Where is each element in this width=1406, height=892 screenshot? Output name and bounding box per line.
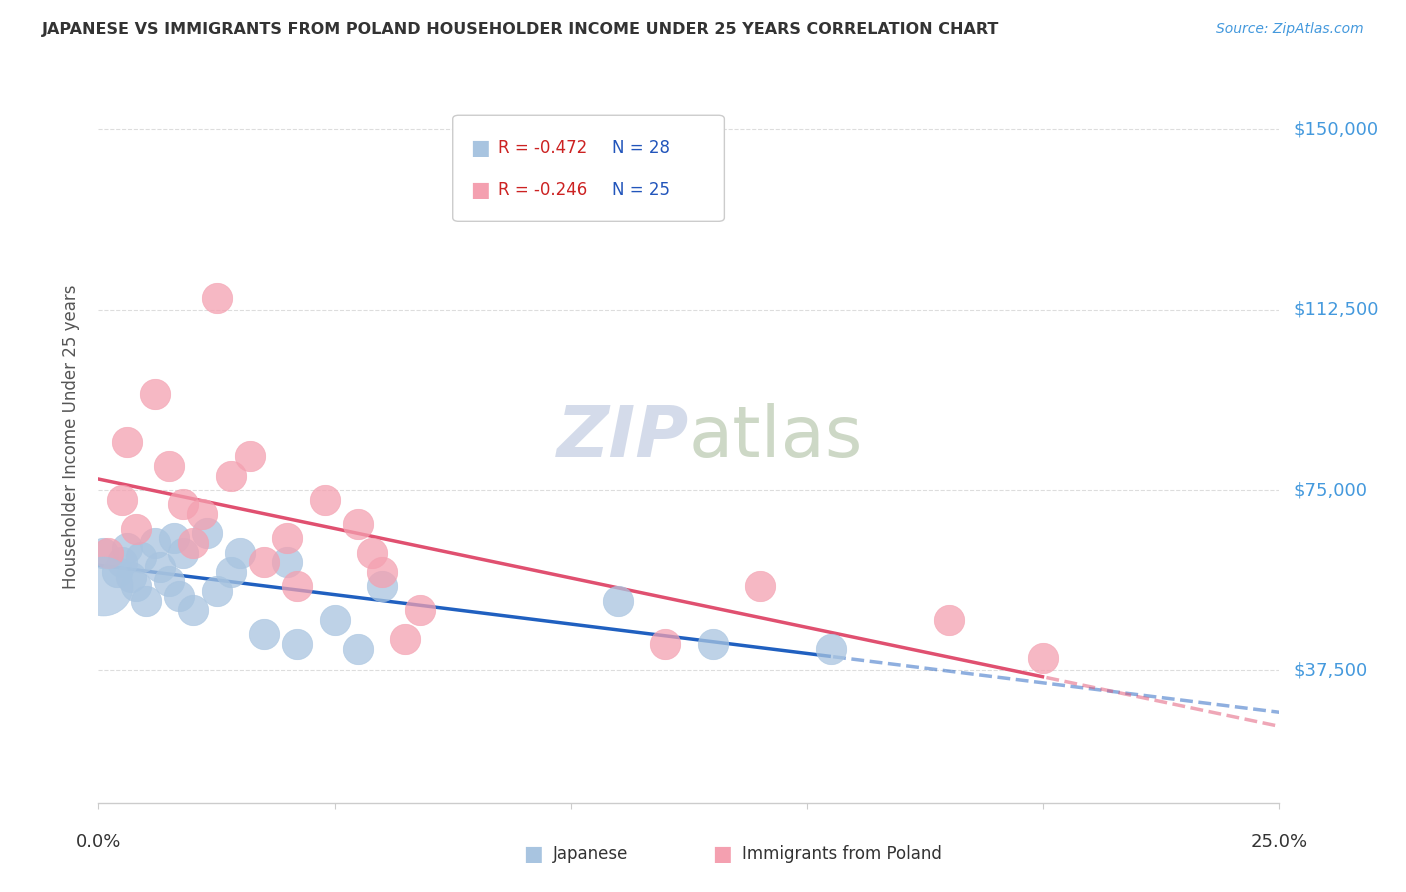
Point bbox=[91, 579, 114, 593]
Point bbox=[157, 574, 180, 589]
Point bbox=[111, 492, 134, 507]
Point bbox=[125, 521, 148, 535]
Point bbox=[276, 555, 298, 569]
Point bbox=[253, 627, 276, 641]
Point bbox=[205, 584, 228, 599]
Point bbox=[91, 545, 114, 559]
Point bbox=[121, 569, 143, 583]
Point bbox=[239, 450, 262, 464]
Point bbox=[276, 531, 298, 545]
Text: ■: ■ bbox=[713, 844, 733, 864]
Point bbox=[219, 468, 242, 483]
Point bbox=[167, 589, 190, 603]
Point bbox=[253, 555, 276, 569]
Point bbox=[157, 458, 180, 473]
Point bbox=[129, 550, 152, 565]
Point bbox=[654, 637, 676, 651]
Text: atlas: atlas bbox=[689, 402, 863, 472]
Point bbox=[163, 531, 186, 545]
Text: R = -0.246: R = -0.246 bbox=[498, 181, 586, 199]
Point bbox=[149, 560, 172, 574]
Point bbox=[1032, 651, 1054, 665]
Point bbox=[172, 545, 194, 559]
Point bbox=[143, 386, 166, 401]
Point bbox=[191, 507, 214, 521]
FancyBboxPatch shape bbox=[453, 115, 724, 221]
Text: ■: ■ bbox=[471, 180, 491, 200]
Text: R = -0.472: R = -0.472 bbox=[498, 139, 586, 157]
Point bbox=[229, 545, 252, 559]
Point bbox=[181, 603, 204, 617]
Point bbox=[105, 565, 128, 579]
Point bbox=[285, 637, 308, 651]
Text: Immigrants from Poland: Immigrants from Poland bbox=[742, 845, 942, 863]
Text: JAPANESE VS IMMIGRANTS FROM POLAND HOUSEHOLDER INCOME UNDER 25 YEARS CORRELATION: JAPANESE VS IMMIGRANTS FROM POLAND HOUSE… bbox=[42, 22, 1000, 37]
Point bbox=[371, 579, 394, 593]
Point bbox=[285, 579, 308, 593]
Point bbox=[135, 593, 157, 607]
Text: $75,000: $75,000 bbox=[1294, 481, 1368, 499]
Point bbox=[702, 637, 724, 651]
Point bbox=[181, 536, 204, 550]
Y-axis label: Householder Income Under 25 years: Householder Income Under 25 years bbox=[62, 285, 80, 590]
Text: 0.0%: 0.0% bbox=[76, 833, 121, 851]
Text: $112,500: $112,500 bbox=[1294, 301, 1379, 318]
Point bbox=[938, 613, 960, 627]
Text: Japanese: Japanese bbox=[553, 845, 628, 863]
Point bbox=[195, 526, 218, 541]
Point bbox=[394, 632, 416, 647]
Point bbox=[748, 579, 770, 593]
Point bbox=[172, 498, 194, 512]
Point bbox=[111, 555, 134, 569]
Text: ■: ■ bbox=[523, 844, 543, 864]
Text: $37,500: $37,500 bbox=[1294, 662, 1368, 680]
Point bbox=[125, 579, 148, 593]
Point bbox=[115, 541, 138, 555]
Point bbox=[607, 593, 630, 607]
Point bbox=[97, 545, 120, 559]
Point bbox=[361, 545, 384, 559]
Point bbox=[408, 603, 430, 617]
Text: Source: ZipAtlas.com: Source: ZipAtlas.com bbox=[1216, 22, 1364, 37]
Point bbox=[205, 291, 228, 305]
Text: N = 25: N = 25 bbox=[612, 181, 671, 199]
Point bbox=[314, 492, 336, 507]
Point bbox=[347, 516, 370, 531]
Point bbox=[115, 434, 138, 449]
Point bbox=[820, 641, 842, 656]
Point bbox=[143, 536, 166, 550]
Point bbox=[323, 613, 346, 627]
Text: ZIP: ZIP bbox=[557, 402, 689, 472]
Point bbox=[347, 641, 370, 656]
Point bbox=[219, 565, 242, 579]
Text: 25.0%: 25.0% bbox=[1251, 833, 1308, 851]
Text: ■: ■ bbox=[471, 138, 491, 158]
Text: N = 28: N = 28 bbox=[612, 139, 671, 157]
Text: $150,000: $150,000 bbox=[1294, 120, 1378, 138]
Point bbox=[371, 565, 394, 579]
